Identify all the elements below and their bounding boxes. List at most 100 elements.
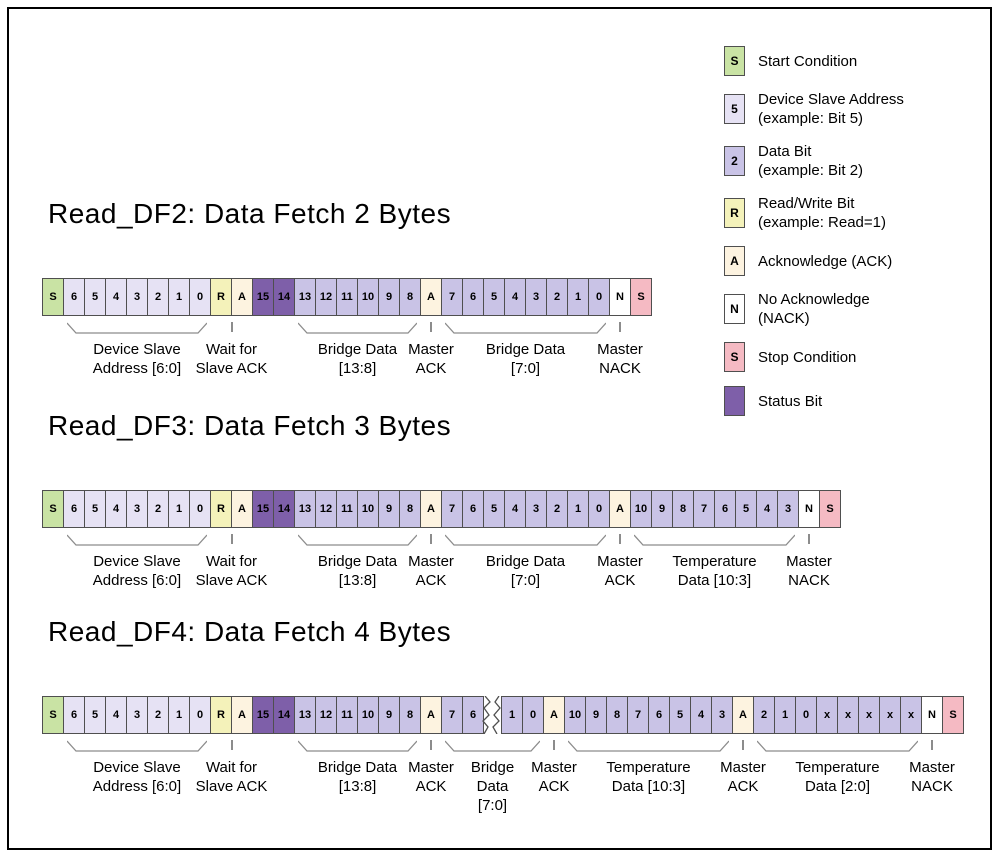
legend-label: No Acknowledge (NACK) [758,291,870,327]
group-tick-icon [430,534,432,544]
group-label: Bridge Data [7:0] [485,553,566,589]
bit-cell-data: 2 [753,696,775,734]
bit-cell-addr: 1 [168,696,190,734]
bit-cell-data: 7 [441,696,463,734]
bit-cell-data: 11 [336,278,358,316]
bit-cell-data: 8 [399,490,421,528]
bit-cell-addr: 3 [126,696,148,734]
group-label: Temperature Data [2:0] [795,759,880,795]
bit-cell-status: 14 [273,696,295,734]
bit-cell-status: 15 [252,490,274,528]
group-brace-icon [297,740,418,753]
legend-item-ack: A Acknowledge (ACK) [724,246,994,276]
bit-cell-data: 5 [483,278,505,316]
bit-cell-stop: S [819,490,841,528]
bit-cell-ack: A [420,490,442,528]
group-brace-icon [567,740,730,753]
group-brace-icon [297,534,418,547]
legend-swatch-ack: A [724,246,745,276]
bit-cell-data: 6 [648,696,670,734]
group-tick-icon [619,322,621,332]
bit-cell-data: 6 [714,490,736,528]
bit-cell-data: 9 [378,278,400,316]
bit-cell-data: 3 [711,696,733,734]
bit-cell-status: 15 [252,278,274,316]
group-label: Master ACK [597,553,643,589]
legend-swatch-rw: R [724,198,745,228]
bit-cell-data: 7 [441,278,463,316]
bit-cell-addr: 3 [126,490,148,528]
bit-cell-data: 13 [294,278,316,316]
bit-cell-data: 13 [294,696,316,734]
group-label: Temperature Data [10:3] [606,759,691,795]
bit-cell-rw: R [210,696,232,734]
legend-swatch-addr: 5 [724,94,745,124]
bit-cell-ack: A [231,696,253,734]
bit-cell-data: 10 [357,278,379,316]
diagram-title: Read_DF3: Data Fetch 3 Bytes [48,410,452,441]
bit-cell-addr: 0 [189,696,211,734]
bit-cell-data: 4 [756,490,778,528]
group-tick-icon [430,740,432,750]
legend-item-addr: 5 Device Slave Address (example: Bit 5) [724,90,994,128]
group-label: Master NACK [786,553,832,589]
bit-cell-data: 8 [399,696,421,734]
legend-item-stop: S Stop Condition [724,342,994,372]
diagram-title: Read_DF2: Data Fetch 2 Bytes [48,198,452,229]
legend-item-nack: N No Acknowledge (NACK) [724,290,994,328]
bit-cell-ack: A [420,278,442,316]
legend-item-rw: R Read/Write Bit (example: Read=1) [724,194,994,232]
legend: S Start Condition 5 Device Slave Address (ex… [724,46,994,430]
bit-cell-data: 4 [504,278,526,316]
bit-cell-data: 0 [795,696,817,734]
bit-cell-data: 3 [777,490,799,528]
group-label: Bridge Data [7:0] [485,341,566,377]
bit-cell-data: x [816,696,838,734]
bit-cell-addr: 4 [105,278,127,316]
bit-cell-data: 8 [606,696,628,734]
bit-cell-rw: R [210,278,232,316]
bit-cell-addr: 2 [147,490,169,528]
group-label: Bridge Data [13:8] [317,553,398,589]
legend-label: Start Condition [758,52,858,70]
bit-cell-start: S [42,490,64,528]
bit-cell-addr: 6 [63,278,85,316]
bit-cell-addr: 2 [147,696,169,734]
group-label: Device Slave Address [6:0] [92,759,182,795]
bit-cell-start: S [42,696,64,734]
bit-cell-data: 6 [462,696,484,734]
bit-cell-stop: S [942,696,964,734]
bit-cell-data: x [858,696,880,734]
tear-break-icon [481,695,503,735]
bit-cell-rw: R [210,490,232,528]
legend-swatch-data: 2 [724,146,745,176]
group-label: Master NACK [909,759,955,795]
legend-swatch-stop: S [724,342,745,372]
bit-cell-ack: A [231,278,253,316]
bit-cell-ack: A [543,696,565,734]
group-label: Master ACK [720,759,766,795]
group-brace-icon [444,740,541,753]
bit-cell-addr: 4 [105,490,127,528]
bit-cell-addr: 5 [84,696,106,734]
group-brace-icon [66,322,208,335]
group-tick-icon [230,740,233,750]
bit-cell-data: x [837,696,859,734]
group-brace-icon [297,322,418,335]
bit-cell-stop: S [630,278,652,316]
bit-cell-start: S [42,278,64,316]
group-label: Master ACK [408,553,454,589]
bit-cell-data: 1 [567,490,589,528]
bit-cell-nack: N [609,278,631,316]
bit-cell-data: 3 [525,490,547,528]
group-label: Master ACK [531,759,577,795]
group-brace-icon [444,322,607,335]
bit-cell-data: x [879,696,901,734]
group-label: Bridge Data [13:8] [317,341,398,377]
bit-cell-data: 10 [564,696,586,734]
legend-label: Status Bit [758,392,823,410]
legend-swatch-nack: N [724,294,745,324]
legend-item-status: Status Bit [724,386,994,416]
